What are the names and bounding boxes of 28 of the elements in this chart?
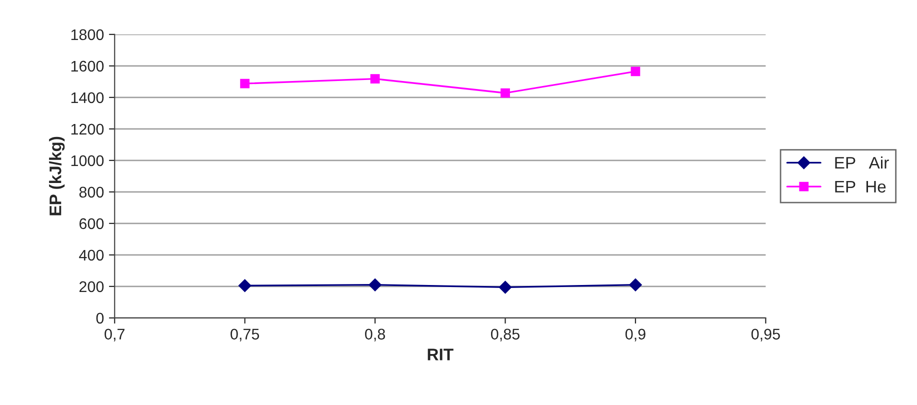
y-tick-label: 800 <box>79 186 104 198</box>
x-tick-label: 0,95 <box>751 328 780 342</box>
x-axis-title: RIT <box>428 348 454 360</box>
y-tick-label: 200 <box>79 281 104 292</box>
point <box>370 74 380 84</box>
y-tick-label: 1200 <box>71 124 104 135</box>
legend-label: EP Air <box>835 156 889 169</box>
point <box>238 279 252 292</box>
y-tick-label: 0 <box>96 312 104 324</box>
point <box>498 280 512 294</box>
point <box>240 78 250 88</box>
y-tick-label: 1400 <box>71 92 104 104</box>
y-axis-title: EP (kJ/kg) <box>49 136 65 216</box>
y-tick-label: 1800 <box>71 29 104 40</box>
x-tick-label: 0,85 <box>491 328 520 342</box>
y-tick-label: 600 <box>79 218 104 230</box>
point <box>630 66 640 76</box>
x-tick-label: 0,7 <box>104 328 124 342</box>
y-tick-label: 400 <box>79 250 104 261</box>
y-tick-label: 1000 <box>71 155 104 166</box>
point <box>368 278 382 292</box>
point <box>500 88 510 98</box>
legend-label: EP He <box>835 180 886 193</box>
y-tick-label: 1600 <box>71 60 104 72</box>
point <box>629 278 642 292</box>
x-tick-label: 0,75 <box>230 328 260 342</box>
x-tick-label: 0,9 <box>625 328 646 342</box>
x-tick-label: 0,8 <box>365 328 386 342</box>
